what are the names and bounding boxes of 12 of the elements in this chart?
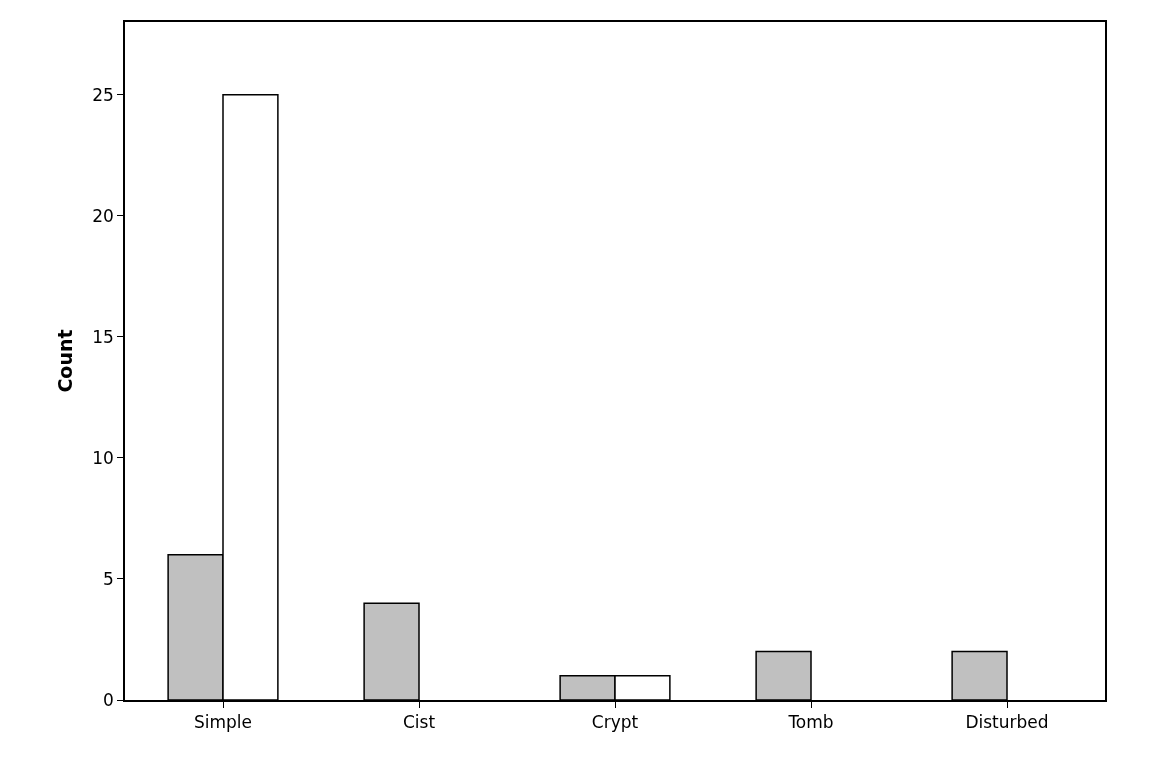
y-axis-title: Count [53,329,76,393]
y-tick-label: 0 [103,689,114,710]
y-tick-label: 25 [92,84,114,105]
x-tick-label: Tomb [787,712,834,733]
x-tick-label: Crypt [591,712,639,733]
x-tick-label: Simple [193,712,253,733]
y-tick-label: 5 [103,568,114,589]
y-tick-label: 15 [92,326,114,347]
x-tick-label: Cist [402,712,436,733]
y-tick-label: 10 [92,447,114,468]
y-tick-label: 20 [92,205,114,226]
x-tick-label: Disturbed [965,712,1049,733]
